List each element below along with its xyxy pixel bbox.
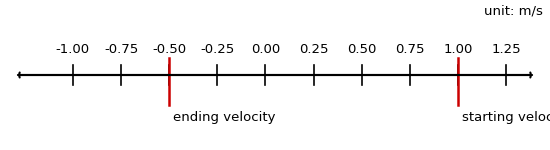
Text: 0.75: 0.75 [395, 43, 425, 56]
Text: 0.25: 0.25 [299, 43, 328, 56]
Text: -0.25: -0.25 [200, 43, 234, 56]
Text: starting velocity: starting velocity [462, 111, 550, 124]
Text: -0.75: -0.75 [104, 43, 138, 56]
Text: unit: m/s: unit: m/s [483, 4, 542, 17]
Text: 1.00: 1.00 [443, 43, 472, 56]
Text: 0.50: 0.50 [347, 43, 376, 56]
Text: 1.25: 1.25 [491, 43, 521, 56]
Text: -1.00: -1.00 [56, 43, 90, 56]
Text: -0.50: -0.50 [152, 43, 186, 56]
Text: ending velocity: ending velocity [173, 111, 276, 124]
Text: 0.00: 0.00 [251, 43, 280, 56]
